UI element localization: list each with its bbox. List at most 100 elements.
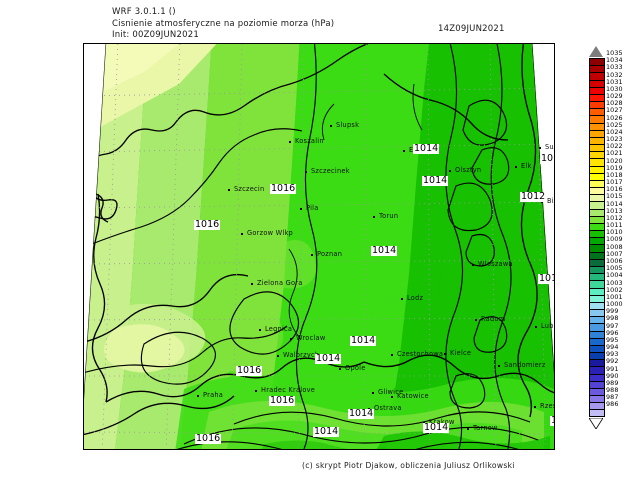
colorbar-tick-label: 1006 bbox=[606, 256, 623, 265]
city-label: Rzeszow bbox=[540, 402, 554, 410]
colorbar-tick-labels: 1035 1034 1033 1032 1031 1030 1029 1028 1027 1026… bbox=[606, 49, 623, 409]
colorbar-swatch bbox=[590, 409, 604, 417]
colorbar-tick-label: 1029 bbox=[606, 92, 623, 101]
colorbar-swatch bbox=[590, 387, 604, 396]
isobar-label: 1016 bbox=[195, 433, 222, 444]
colorbar-tick-label: 1034 bbox=[606, 56, 623, 65]
colorbar-swatch bbox=[590, 258, 604, 266]
colorbar-tick-label: 1022 bbox=[606, 142, 623, 151]
colorbar-swatch bbox=[590, 194, 604, 202]
city-label: Opole bbox=[345, 364, 366, 372]
colorbar-swatch bbox=[590, 144, 604, 152]
colorbar-tick-label: 993 bbox=[606, 350, 619, 359]
isobar-label: 1014 bbox=[371, 245, 398, 256]
colorbar-tick-label: 1035 bbox=[606, 49, 623, 57]
colorbar-swatch bbox=[590, 129, 604, 137]
city-label: Bialystok bbox=[547, 197, 554, 205]
city-label: Szczecinek bbox=[311, 167, 350, 175]
colorbar-swatch bbox=[590, 294, 604, 302]
city-label: Krakow bbox=[429, 418, 455, 426]
colorbar-swatch bbox=[590, 344, 604, 353]
city-label: Olsztyn bbox=[455, 166, 482, 174]
colorbar-swatch bbox=[590, 187, 604, 195]
map-frame[interactable]: SlupskKoszalinSzczecinekSzczecinElblagOl… bbox=[83, 43, 555, 450]
colorbar-tick-label: 1009 bbox=[606, 235, 623, 244]
city-marker bbox=[367, 407, 371, 411]
city-label: Ostrava bbox=[374, 404, 402, 412]
colorbar-swatch bbox=[590, 230, 604, 238]
city-label: Sandomierz bbox=[504, 361, 546, 369]
colorbar-tick-label: 1011 bbox=[606, 221, 623, 230]
city-label: Zielona Gora bbox=[257, 279, 303, 287]
colorbar-tick-label: 1004 bbox=[606, 271, 623, 280]
colorbar-tick-label: 1031 bbox=[606, 77, 623, 86]
colorbar-swatch bbox=[590, 330, 604, 338]
colorbar-swatch bbox=[590, 373, 604, 381]
city-label: Radom bbox=[481, 315, 506, 323]
city-marker bbox=[400, 297, 404, 301]
city-label: Lublin bbox=[541, 322, 554, 330]
colorbar-swatch bbox=[590, 251, 604, 259]
colorbar-swatch bbox=[590, 337, 604, 345]
colorbar-swatch bbox=[590, 72, 604, 80]
city-marker bbox=[390, 353, 394, 357]
colorbar-tick-label: 1030 bbox=[606, 84, 623, 93]
colorbar-tick-label: 998 bbox=[606, 314, 619, 323]
city-label: Hradec Kralove bbox=[261, 386, 316, 394]
colorbar-swatch bbox=[590, 395, 604, 403]
city-marker bbox=[289, 337, 293, 341]
colorbar-swatch bbox=[590, 79, 604, 87]
colorbar-tick-label: 1033 bbox=[606, 63, 623, 72]
colorbar-tick-label: 1032 bbox=[606, 70, 623, 79]
colorbar-swatch bbox=[590, 402, 604, 410]
city-label: Katowice bbox=[397, 392, 429, 400]
map-canvas[interactable]: SlupskKoszalinSzczecinekSzczecinElblagOl… bbox=[84, 44, 554, 449]
colorbar-swatch bbox=[590, 237, 604, 245]
field-title: Cisnienie atmosferyczne na poziomie morz… bbox=[112, 18, 335, 29]
city-marker bbox=[390, 395, 394, 399]
colorbar-swatch bbox=[590, 352, 604, 360]
colorbar-tick-label: 1008 bbox=[606, 242, 623, 251]
colorbar-tick-label: 1023 bbox=[606, 135, 623, 144]
city-label: Legnica bbox=[265, 325, 293, 333]
city-marker bbox=[474, 318, 478, 322]
colorbar-tick-label: 1002 bbox=[606, 285, 623, 294]
city-label: Elk bbox=[521, 162, 532, 170]
colorbar-tick-label: 1003 bbox=[606, 278, 623, 287]
colorbar-tick-label: 1026 bbox=[606, 113, 623, 122]
colorbar-swatch bbox=[590, 115, 604, 123]
city-marker bbox=[310, 253, 314, 257]
colorbar-swatch bbox=[590, 287, 604, 295]
colorbar-tick-label: 996 bbox=[606, 328, 619, 337]
city-marker bbox=[196, 394, 200, 398]
city-label: Poznan bbox=[317, 250, 343, 258]
colorbar-tick-label: 1016 bbox=[606, 185, 623, 194]
isobar-label: 1014 bbox=[350, 335, 377, 346]
isobar-label: 1016 bbox=[269, 395, 296, 406]
colorbar-swatch bbox=[590, 165, 604, 173]
colorbar-tick-label: 989 bbox=[606, 378, 619, 387]
colorbar-swatch bbox=[590, 309, 604, 317]
city-label: Czestochowa bbox=[397, 350, 444, 358]
colorbar-tick-label: 1024 bbox=[606, 127, 623, 136]
city-marker bbox=[254, 389, 258, 393]
colorbar-tick-label: 991 bbox=[606, 364, 619, 373]
city-marker bbox=[533, 405, 537, 409]
colorbar-tick-label: 1014 bbox=[606, 199, 623, 208]
colorbar-tick-label: 1028 bbox=[606, 99, 623, 108]
colorbar[interactable] bbox=[589, 58, 605, 417]
city-marker bbox=[258, 328, 262, 332]
colorbar-tick-label: 1019 bbox=[606, 163, 623, 172]
colorbar-tick-label: 1027 bbox=[606, 106, 623, 115]
colorbar-tick-label: 1025 bbox=[606, 120, 623, 129]
colorbar-swatch bbox=[590, 86, 604, 94]
colorbar-tick-label: 1012 bbox=[606, 213, 623, 222]
city-marker bbox=[497, 364, 501, 368]
colorbar-swatch bbox=[590, 359, 604, 367]
colorbar-swatch bbox=[590, 101, 604, 109]
map-header: WRF 3.0.1.1 () Cisnienie atmosferyczne n… bbox=[112, 7, 334, 42]
city-marker bbox=[276, 354, 280, 358]
city-label: Slupsk bbox=[336, 121, 360, 129]
colorbar-tick-label: 997 bbox=[606, 321, 619, 330]
isobar-label: 1016 bbox=[194, 219, 221, 230]
